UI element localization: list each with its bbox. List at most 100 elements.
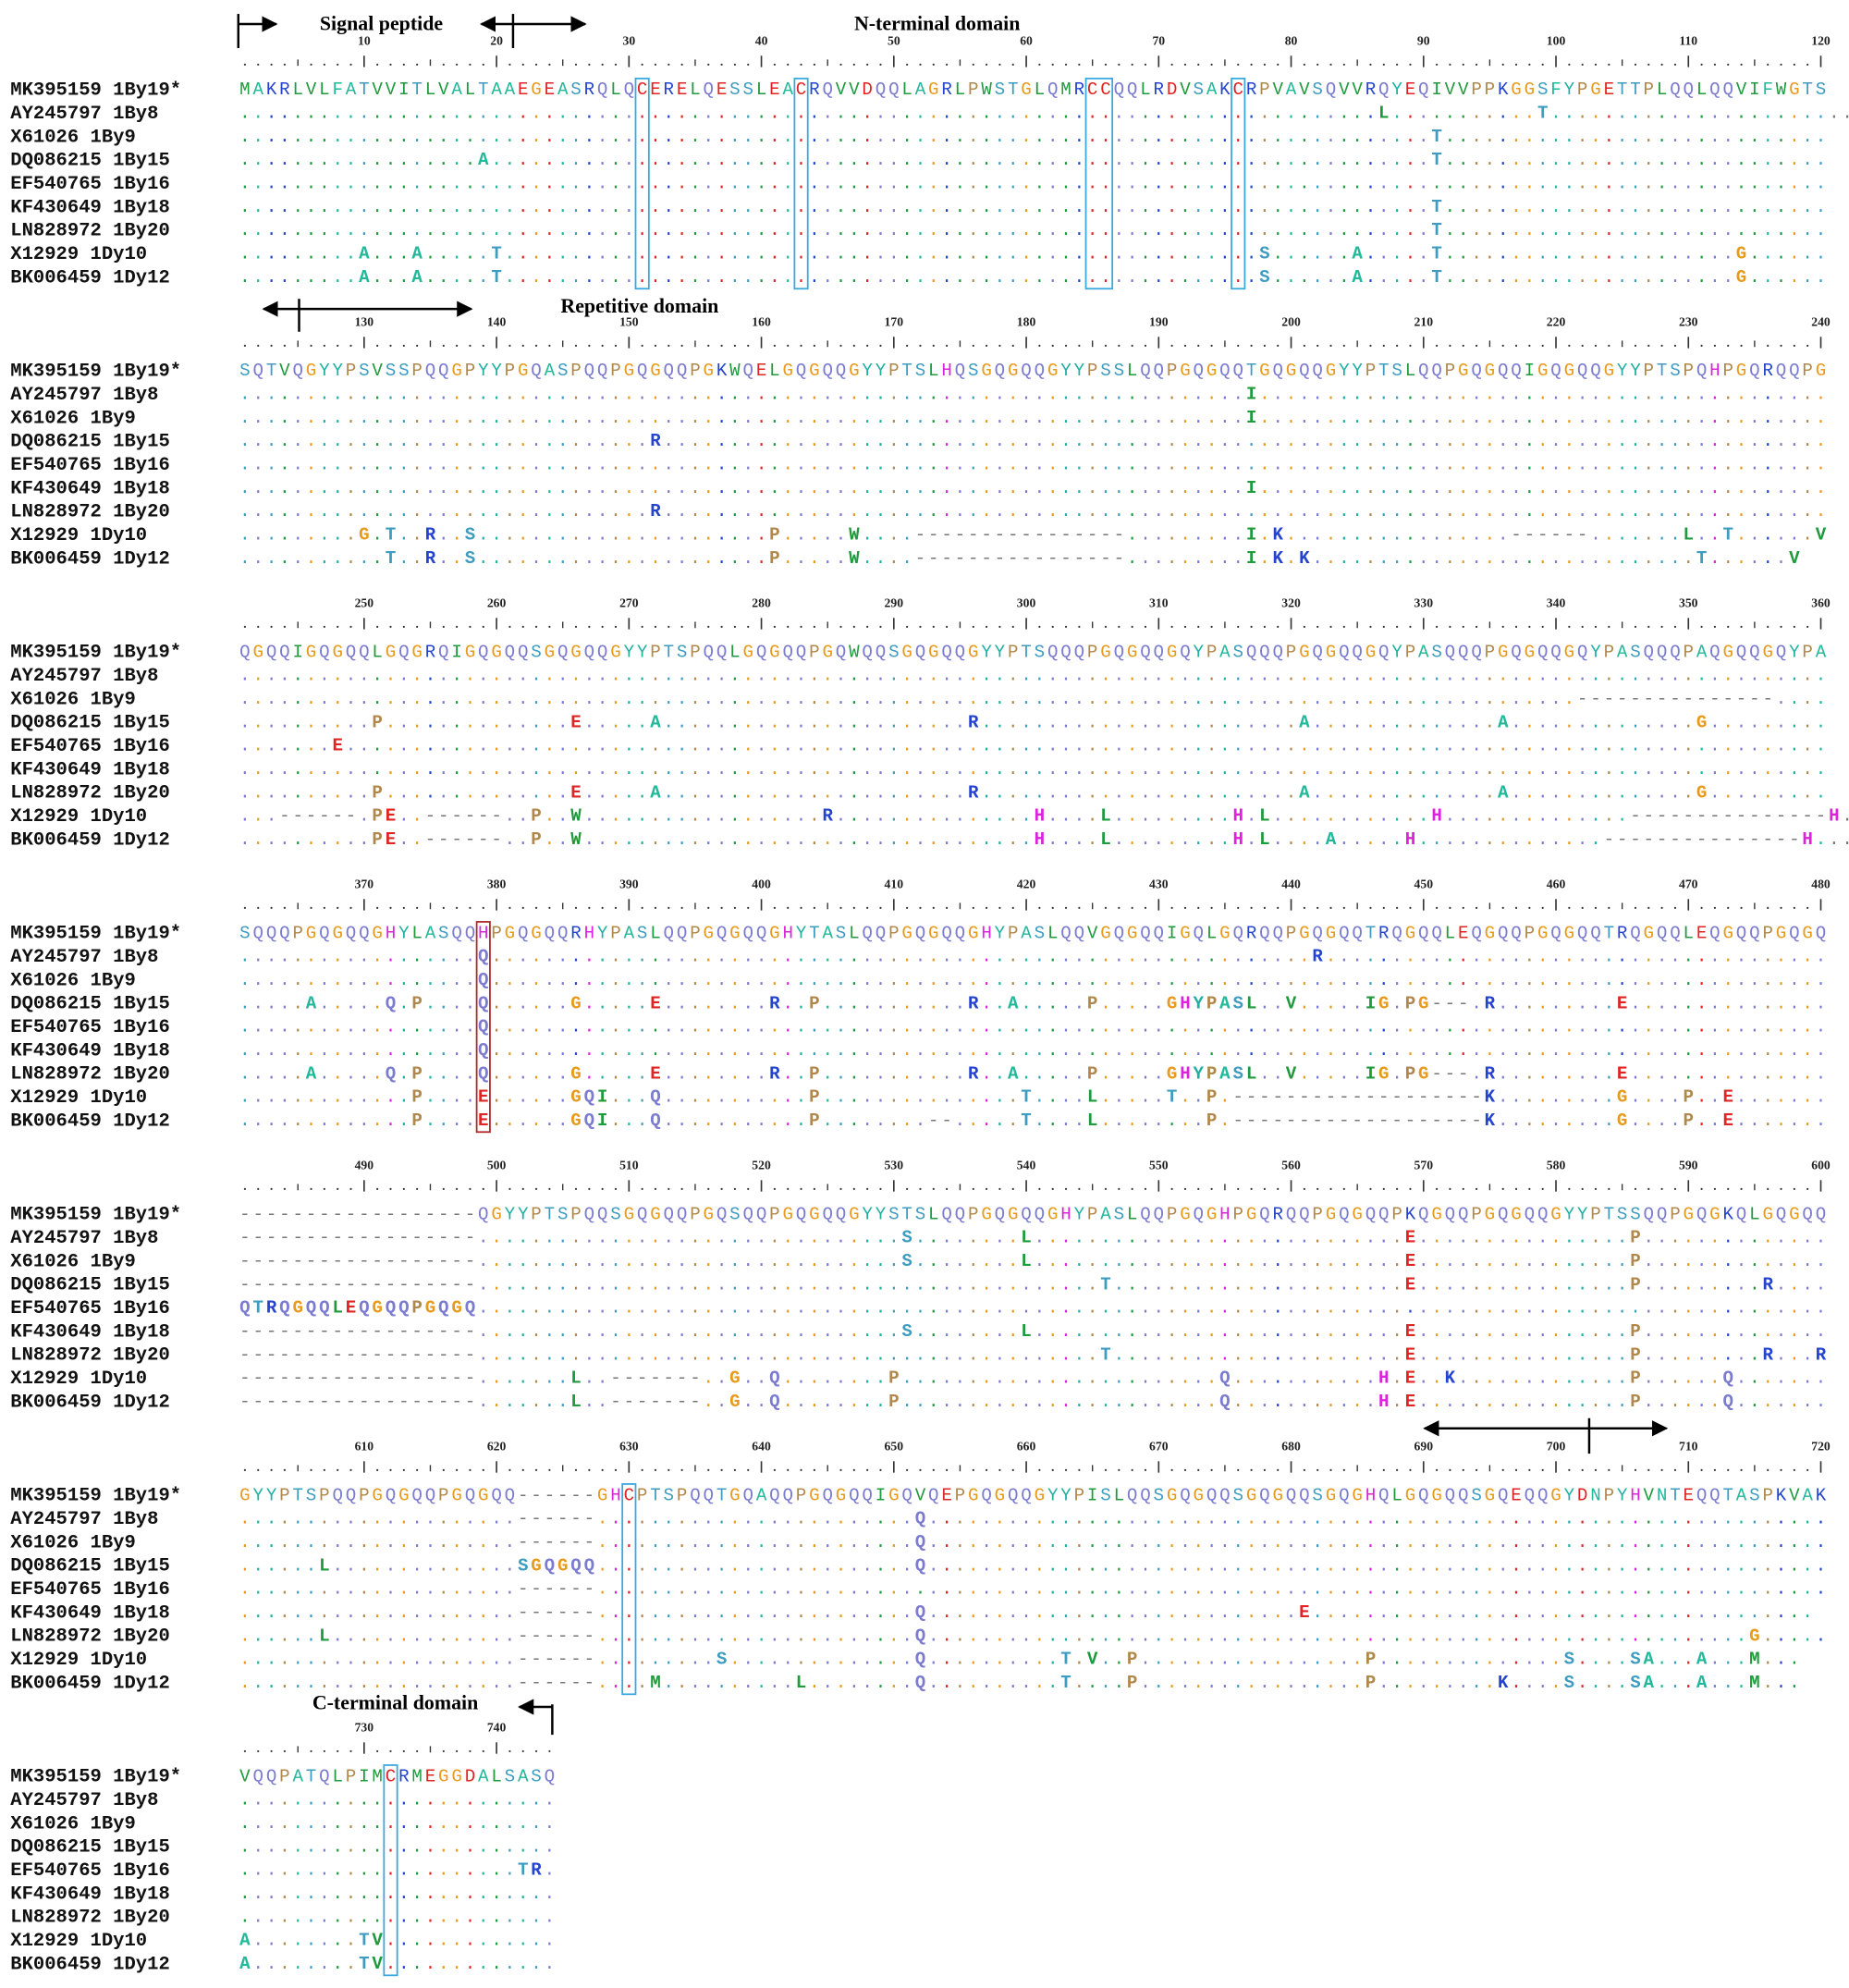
ruler-dot (1514, 63, 1518, 66)
residue: . (1604, 501, 1615, 522)
residue: . (1485, 174, 1496, 194)
residue: . (1219, 666, 1231, 686)
residue: . (995, 174, 1006, 194)
residue: . (557, 666, 569, 686)
residue: S (1232, 642, 1243, 662)
residue: . (1736, 501, 1747, 522)
residue: . (1617, 1040, 1628, 1061)
residue: . (1471, 1063, 1482, 1084)
residue: . (1550, 267, 1561, 288)
ruler-dot (787, 1187, 790, 1190)
residue: . (1194, 127, 1205, 147)
residue: . (1087, 431, 1098, 451)
residue: . (597, 267, 608, 288)
residue: . (1644, 174, 1655, 194)
residue: . (1577, 1087, 1588, 1108)
residue: . (1471, 501, 1482, 522)
residue: . (610, 174, 621, 194)
residue: . (1802, 408, 1813, 428)
residue: . (729, 712, 740, 732)
residue: . (836, 501, 847, 522)
residue: . (570, 525, 582, 546)
ruler-dot (257, 625, 260, 628)
residue: . (1326, 197, 1337, 217)
residue: . (1564, 666, 1575, 686)
ruler-dot (720, 1187, 723, 1190)
residue: Q (597, 642, 608, 662)
residue: . (346, 174, 357, 194)
residue: . (505, 220, 516, 240)
residue: . (292, 220, 303, 240)
residue: V (306, 80, 317, 100)
residue: P (372, 782, 383, 803)
residue: . (901, 829, 912, 850)
ruler-dot (1051, 906, 1054, 909)
residue: . (941, 127, 951, 147)
residue: . (1458, 947, 1469, 967)
residue: . (1431, 385, 1442, 405)
residue: . (1060, 150, 1071, 170)
residue: . (1312, 525, 1323, 546)
residue: - (1684, 806, 1695, 827)
residue: G (386, 642, 397, 662)
residue: . (955, 127, 966, 147)
residue: G (570, 642, 582, 662)
residue: G (1167, 642, 1178, 662)
residue: . (1114, 408, 1125, 428)
residue: . (981, 150, 992, 170)
ruler-dot (614, 344, 618, 347)
residue: . (1405, 970, 1416, 990)
residue: . (928, 385, 938, 405)
residue: - (1365, 1087, 1377, 1108)
residue: . (1167, 408, 1178, 428)
residue: . (1564, 806, 1575, 827)
residue: . (955, 197, 966, 217)
residue: . (346, 267, 357, 288)
residue: . (505, 689, 516, 709)
residue: . (928, 759, 938, 779)
residue: . (876, 947, 887, 967)
residue: . (955, 501, 966, 522)
residue: . (1431, 548, 1442, 569)
residue: . (941, 666, 951, 686)
residue: . (901, 501, 912, 522)
residue: . (1074, 1063, 1085, 1084)
ruler-dot (1767, 906, 1769, 909)
ruler-dot (1462, 906, 1464, 909)
residue: Q (478, 970, 489, 990)
residue: . (1299, 478, 1310, 498)
residue: . (690, 478, 700, 498)
residue: . (941, 712, 951, 732)
residue: . (1537, 829, 1549, 850)
residue: . (1762, 127, 1773, 147)
residue: . (1127, 970, 1138, 990)
residue: Q (862, 642, 872, 662)
residue: . (1194, 548, 1205, 569)
residue: R (968, 993, 979, 1013)
residue: . (995, 127, 1006, 147)
residue: . (1471, 104, 1482, 124)
residue: . (1485, 385, 1496, 405)
residue: G (1802, 923, 1813, 943)
residue: . (1140, 150, 1151, 170)
residue: . (1206, 548, 1218, 569)
residue: . (1047, 666, 1059, 686)
residue: . (1684, 782, 1695, 803)
residue: S (1259, 244, 1270, 264)
residue: A (1219, 1063, 1231, 1084)
residue: . (1458, 431, 1469, 451)
residue: . (915, 666, 926, 686)
residue: Q (1657, 642, 1668, 662)
residue: . (505, 1111, 516, 1131)
residue: . (1670, 267, 1681, 288)
residue: . (888, 408, 900, 428)
residue: . (1458, 408, 1469, 428)
residue: . (386, 501, 397, 522)
residue: - (1060, 548, 1071, 569)
residue: . (1776, 455, 1787, 475)
residue: T (1802, 80, 1813, 100)
residue: . (1762, 525, 1773, 546)
residue: . (1749, 267, 1760, 288)
residue: . (624, 267, 635, 288)
